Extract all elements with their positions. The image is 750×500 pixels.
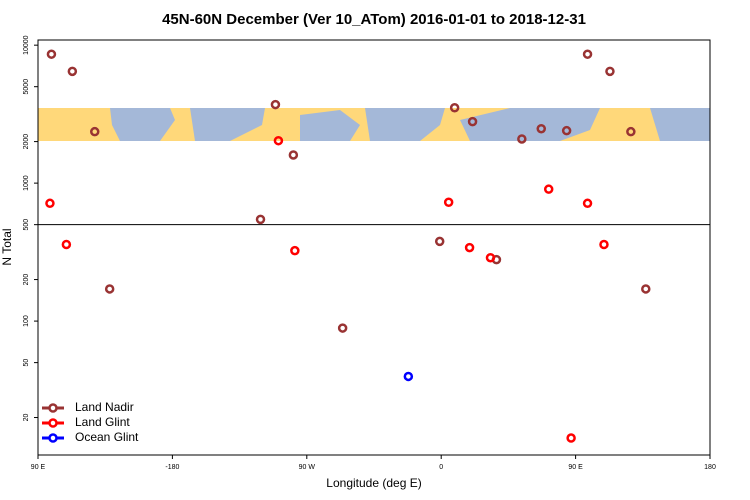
point [337,323,348,333]
y-tick-label: 1000 [23,175,30,191]
point [61,239,72,250]
point [605,66,615,77]
legend-marker [48,433,58,443]
point [290,245,300,256]
point [641,284,651,294]
point [536,123,547,134]
y-tick-label: 50 [23,359,30,367]
point [273,135,284,146]
y-axis-label: N Total [0,228,14,265]
point [434,236,445,247]
x-tick-label: -180 [165,464,179,471]
legend-label: Land Nadir [75,400,134,414]
x-tick-label: 90 E [31,464,46,471]
y-tick-label: 20 [23,414,30,422]
point [467,116,478,127]
x-tick-label: 180 [704,464,716,471]
plot-frame [37,39,711,456]
y-tick-label: 500 [23,219,30,231]
point [464,242,475,253]
point [561,125,572,136]
legend-label: Land Glint [75,415,130,429]
chart-title: 45N-60N December (Ver 10_ATom) 2016-01-0… [162,11,586,28]
point [599,239,609,250]
point [270,99,281,110]
x-tick-label: 90 W [299,464,316,471]
point [89,126,100,137]
point [485,252,496,263]
y-tick-label: 200 [23,274,30,286]
point [255,214,266,225]
point [45,198,55,209]
point [443,197,454,207]
y-tick-label: 10000 [23,35,30,55]
point [543,184,554,194]
y-tick-label: 100 [23,315,30,327]
point [46,49,57,59]
point [403,371,414,382]
legend-marker [48,418,58,428]
x-axis-label: Longitude (deg E) [326,476,421,490]
legend-label: Ocean Glint [75,430,139,444]
y-tick-label: 5000 [23,79,30,95]
y-tick-label: 2000 [23,134,30,150]
point [288,150,299,160]
point [626,126,636,137]
point [582,198,593,209]
point [67,66,78,77]
point [566,433,576,443]
map-strip [38,108,710,141]
x-tick-label: 0 [439,464,443,471]
point [517,134,527,144]
point [449,102,460,113]
x-tick-label: 90 E [568,464,583,471]
point [582,49,593,59]
point [104,284,115,294]
legend-marker [48,403,58,413]
